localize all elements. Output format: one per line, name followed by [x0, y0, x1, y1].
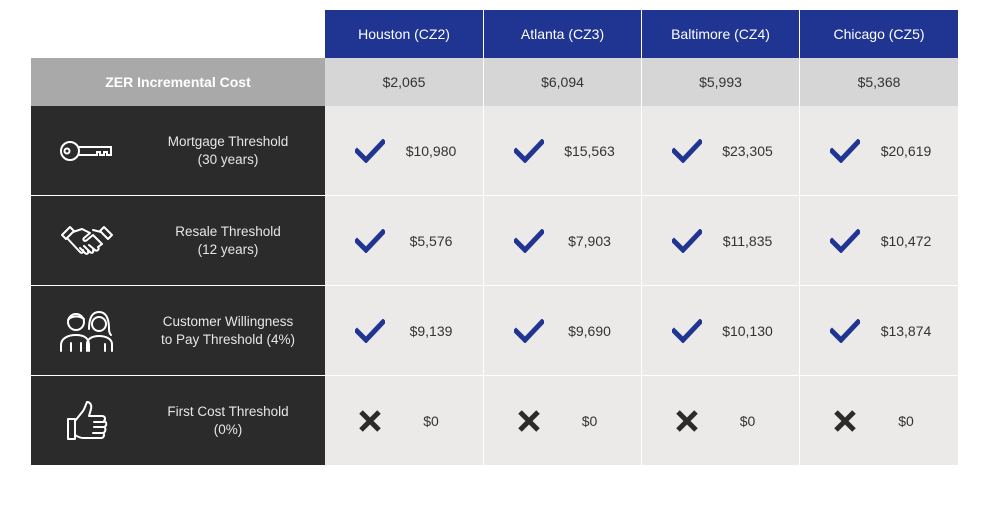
cell-value: $0: [423, 412, 439, 429]
column-header-houston: Houston (CZ2): [325, 10, 483, 58]
cell-resale-houston: $5,576: [325, 196, 483, 285]
zer-cost-baltimore: $5,993: [642, 58, 799, 106]
row-label-line1: Customer Willingness: [162, 313, 294, 329]
row-label-mortgage: Mortgage Threshold (30 years): [31, 106, 325, 195]
cross-icon: [353, 406, 387, 436]
cross-icon: [670, 406, 704, 436]
row-label-line2: (12 years): [197, 241, 259, 257]
check-icon: [828, 136, 862, 166]
cell-value: $0: [581, 412, 598, 429]
people-icon: [57, 308, 117, 354]
check-icon: [828, 316, 862, 346]
check-icon: [353, 226, 387, 256]
zer-cost-atlanta: $6,094: [484, 58, 641, 106]
cell-value: $11,835: [722, 232, 773, 249]
cell-value: $15,563: [564, 142, 615, 159]
cell-value: $23,305: [722, 142, 773, 159]
cell-willingness-houston: $9,139: [325, 286, 483, 375]
cell-first-cost-chicago: $0: [800, 376, 958, 465]
row-label-line1: First Cost Threshold: [167, 403, 289, 419]
cell-value: $10,980: [405, 142, 457, 159]
column-header-atlanta: Atlanta (CZ3): [484, 10, 641, 58]
cell-willingness-chicago: $13,874: [800, 286, 958, 375]
row-label-line2: (30 years): [197, 151, 259, 167]
cell-value: $9,139: [409, 322, 453, 339]
cell-mortgage-atlanta: $15,563: [484, 106, 641, 195]
handshake-icon: [57, 218, 117, 264]
row-label-willingness: Customer Willingness to Pay Threshold (4…: [31, 286, 325, 375]
check-icon: [828, 226, 862, 256]
cell-mortgage-chicago: $20,619: [800, 106, 958, 195]
cell-resale-chicago: $10,472: [800, 196, 958, 285]
row-label-line1: Resale Threshold: [175, 223, 281, 239]
zer-cost-houston: $2,065: [325, 58, 483, 106]
check-icon: [512, 316, 546, 346]
column-header-chicago: Chicago (CZ5): [800, 10, 958, 58]
cell-first-cost-baltimore: $0: [642, 376, 799, 465]
cross-icon: [828, 406, 862, 436]
cell-value: $13,874: [880, 322, 932, 339]
row-label-resale: Resale Threshold (12 years): [31, 196, 325, 285]
cell-mortgage-houston: $10,980: [325, 106, 483, 195]
cell-value: $10,472: [880, 232, 932, 249]
cell-value: $7,903: [568, 232, 611, 249]
check-icon: [670, 136, 704, 166]
row-label-line1: Mortgage Threshold: [167, 133, 289, 149]
cell-value: $0: [739, 412, 756, 429]
zer-cost-label: ZER Incremental Cost: [31, 58, 325, 106]
check-icon: [353, 136, 387, 166]
cell-mortgage-baltimore: $23,305: [642, 106, 799, 195]
cell-value: $10,130: [722, 322, 773, 339]
check-icon: [353, 316, 387, 346]
row-label-first-cost: First Cost Threshold (0%): [31, 376, 325, 465]
check-icon: [670, 226, 704, 256]
key-icon: [57, 128, 117, 174]
check-icon: [670, 316, 704, 346]
thumbs-up-icon: [57, 398, 117, 444]
cell-first-cost-atlanta: $0: [484, 376, 641, 465]
column-header-baltimore: Baltimore (CZ4): [642, 10, 799, 58]
row-label-line2: (0%): [213, 421, 243, 437]
cell-resale-atlanta: $7,903: [484, 196, 641, 285]
cell-value: $0: [898, 412, 914, 429]
cell-value: $5,576: [409, 232, 453, 249]
zer-cost-chicago: $5,368: [800, 58, 958, 106]
cross-icon: [512, 406, 546, 436]
row-label-line2: to Pay Threshold (4%): [160, 331, 296, 347]
cell-first-cost-houston: $0: [325, 376, 483, 465]
check-icon: [512, 136, 546, 166]
cell-value: $20,619: [880, 142, 932, 159]
cell-value: $9,690: [568, 322, 611, 339]
cell-willingness-atlanta: $9,690: [484, 286, 641, 375]
cell-willingness-baltimore: $10,130: [642, 286, 799, 375]
cell-resale-baltimore: $11,835: [642, 196, 799, 285]
check-icon: [512, 226, 546, 256]
